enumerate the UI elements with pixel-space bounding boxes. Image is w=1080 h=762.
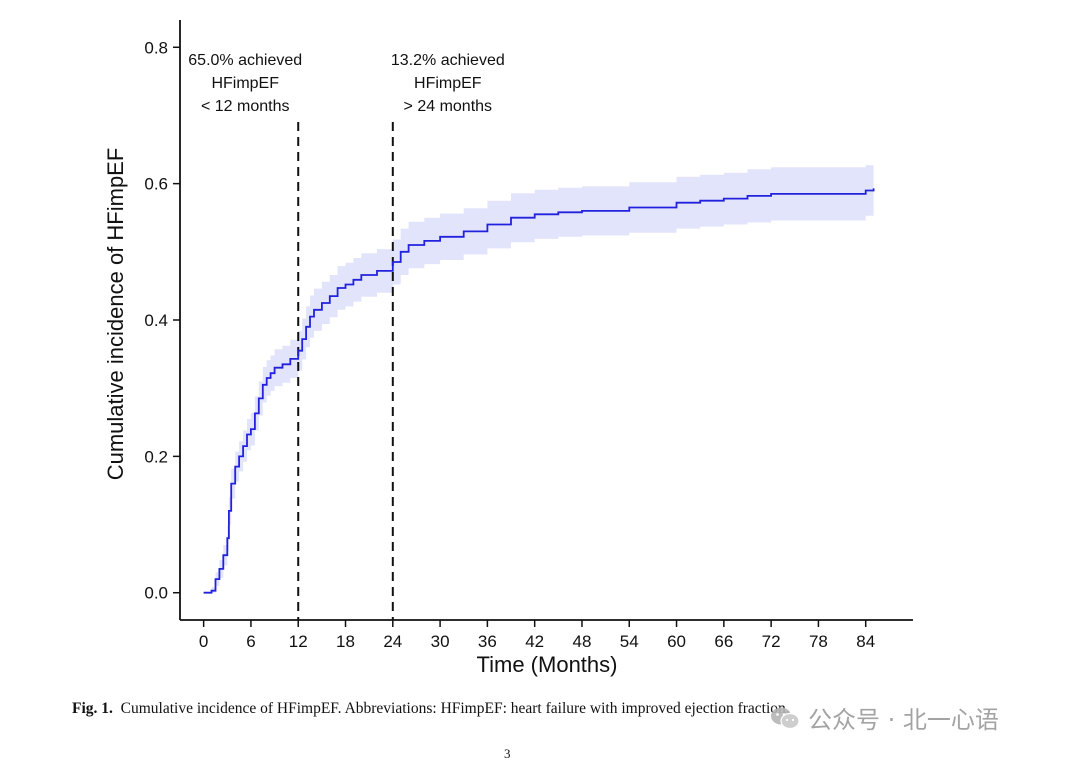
x-tick-label: 48 [573,632,592,651]
x-tick-label: 36 [478,632,497,651]
x-tick-label: 84 [856,632,875,651]
figure-caption-text: Cumulative incidence of HFimpEF. Abbrevi… [120,700,790,717]
y-tick-label: 0.0 [144,584,168,603]
figure-label: Fig. 1. [72,700,113,717]
reference-annotation-12: 65.0% achieved HFimpEF < 12 months [188,52,302,115]
reference-annotation-24: 13.2% achieved HFimpEF > 24 months [391,52,505,115]
annotation-line: > 24 months [404,98,493,115]
annotation-line: 13.2% achieved [391,52,505,69]
y-tick-label: 0.6 [144,175,168,194]
x-tick-label: 42 [525,632,544,651]
figure-caption: Fig. 1. Cumulative incidence of HFimpEF.… [72,700,790,718]
x-tick-label: 18 [336,632,355,651]
cumulative-incidence-chart: 65.0% achieved HFimpEF < 12 months 13.2% ac… [103,20,913,677]
confidence-band [203,163,874,593]
x-tick-label: 24 [383,632,402,651]
y-tick-label: 0.8 [144,38,168,57]
x-tick-label: 54 [620,632,639,651]
x-tick-label: 60 [667,632,686,651]
x-tick-label: 6 [246,632,255,651]
x-tick-label: 78 [809,632,828,651]
watermark-text: 公众号 · 北一心语 [808,706,999,734]
page-number: 3 [504,746,511,761]
annotation-line: HFimpEF [211,75,279,92]
y-tick-label: 0.4 [144,311,168,330]
cumulative-incidence-line [203,188,875,594]
annotation-line: < 12 months [201,98,290,115]
x-tick-label: 72 [762,632,781,651]
x-tick-label: 12 [289,632,308,651]
x-tick-label: 0 [199,632,208,651]
annotation-line: HFimpEF [414,75,482,92]
y-tick-label: 0.2 [144,447,168,466]
x-tick-label: 66 [714,632,733,651]
x-axis-title: Time (Months) [477,652,618,677]
y-axis-title: Cumulative incidence of HFimpEF [103,148,128,481]
wechat-icon [771,707,800,729]
annotation-line: 65.0% achieved [188,52,302,69]
x-tick-label: 30 [431,632,450,651]
watermark: 公众号 · 北一心语 [770,700,999,735]
